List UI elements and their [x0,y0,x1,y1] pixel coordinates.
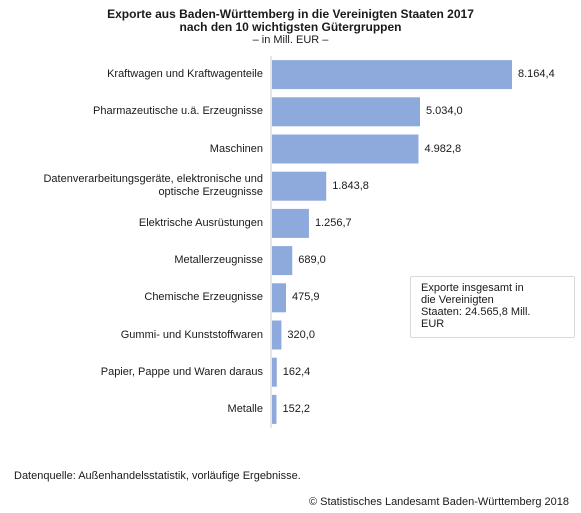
category-label: Gummi- und Kunststoffwaren [13,329,263,342]
category-label: Datenverarbeitungsgeräte, elektronische … [13,173,263,199]
chart-subtitle: – in Mill. EUR – [252,34,329,46]
category-label-line: Gummi- und Kunststoffwaren [120,328,263,341]
category-label-line: Kraftwagen und Kraftwagenteile [107,68,263,81]
bar [272,97,420,127]
category-label: Maschinen [13,143,263,156]
note-line-3: Staaten: 24.565,8 Mill. [421,306,531,318]
value-label: 689,0 [298,254,326,267]
category-label: Chemische Erzeugnisse [13,291,263,304]
bar [272,283,286,313]
bar [272,246,293,276]
bar [272,357,277,387]
category-label-line: Pharmazeutische u.ä. Erzeugnisse [93,105,263,118]
chart-title-line-1: Exporte aus Baden-Württemberg in die Ver… [107,7,474,21]
bar [272,394,277,424]
chart-title-block: Exporte aus Baden-Württemberg in die Ver… [0,8,581,47]
value-label: 5.034,0 [425,105,463,118]
bar [272,134,419,164]
category-label: Pharmazeutische u.ä. Erzeugnisse [13,105,263,118]
value-label: 162,4 [282,365,311,378]
category-label: Elektrische Ausrüstungen [13,217,263,230]
value-label: 152,2 [282,402,310,415]
value-label: 4.982,8 [424,142,462,155]
category-label-line: Datenverarbeitungsgeräte, elektronische … [43,173,263,186]
bar [272,171,327,201]
category-label-line: optische Erzeugnisse [158,186,263,199]
value-label: 1.256,7 [314,216,352,229]
value-label: 475,9 [291,291,320,304]
data-source-note: Datenquelle: Außenhandelsstatistik, vorl… [14,470,301,482]
note-line-2: die Vereinigten [421,294,494,306]
category-label-line: Papier, Pappe und Waren daraus [100,365,263,378]
value-label: 8.164,4 [518,68,555,81]
category-label: Kraftwagen und Kraftwagenteile [13,68,263,81]
category-label-line: Metalle [227,402,263,415]
category-label-line: Elektrische Ausrüstungen [138,216,263,229]
copyright-note: © Statistisches Landesamt Baden-Württemb… [308,496,569,508]
total-exports-note: Exporte insgesamt in die Vereinigten Sta… [410,276,575,338]
note-line-4: EUR [421,318,445,330]
bar [272,60,512,90]
value-label: 320,0 [287,328,315,341]
category-label-line: Metallerzeugnisse [174,254,263,267]
chart-title-line-2: nach den 10 wichtigsten Gütergruppen [179,20,402,34]
category-label: Papier, Pappe und Waren daraus [13,366,263,379]
value-label: 1.843,8 [332,179,369,192]
category-label-line: Maschinen [209,142,263,155]
category-label-line: Chemische Erzeugnisse [144,291,263,304]
note-line-1: Exporte insgesamt in [421,282,524,294]
category-label: Metallerzeugnisse [13,254,263,267]
bar [272,320,282,350]
bar [272,208,309,238]
category-label: Metalle [13,403,263,416]
